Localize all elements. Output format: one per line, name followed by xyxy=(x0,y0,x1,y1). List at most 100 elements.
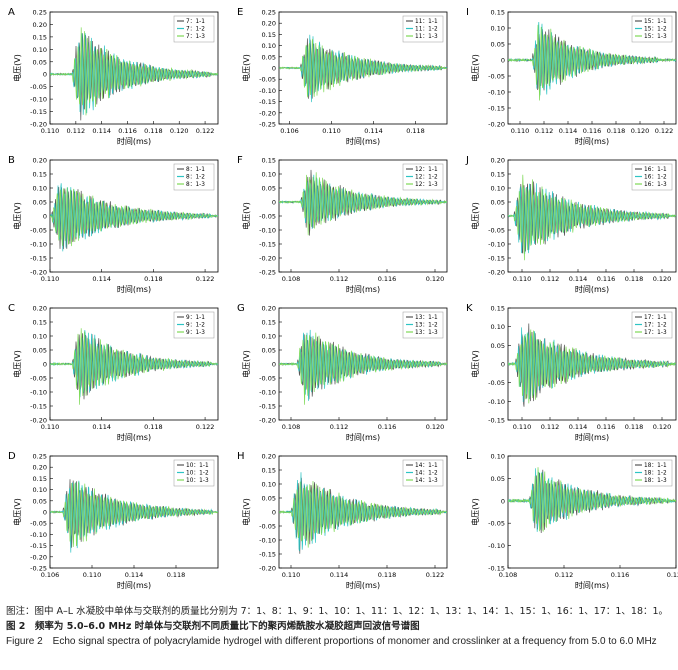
y-tick-label: -0.15 xyxy=(30,542,47,550)
x-tick-label: 0.110 xyxy=(282,571,301,579)
x-tick-label: 0.122 xyxy=(426,571,445,579)
panel-letter: J xyxy=(465,155,469,166)
x-tick-label: 0.116 xyxy=(597,423,616,431)
y-tick-label: 0.10 xyxy=(262,333,276,341)
x-tick-label: 0.116 xyxy=(583,127,602,135)
x-tick-label: 0.110 xyxy=(322,127,341,135)
x-tick-label: 0.108 xyxy=(282,275,301,283)
x-tick-label: 0.110 xyxy=(83,571,102,579)
series-line-3 xyxy=(279,480,447,548)
y-tick-label: 0 xyxy=(43,213,47,221)
legend-entry: 7：1-2 xyxy=(186,27,205,33)
panel-letter: D xyxy=(8,451,16,462)
series-line-3 xyxy=(508,174,676,261)
y-tick-label: 0.15 xyxy=(33,475,47,483)
x-tick-label: 0.116 xyxy=(378,275,397,283)
y-tick-label: 0.15 xyxy=(262,157,276,165)
figure-panels: A -0.20 -0.15 -0.10 -0.05 0 0.05 0.10 0.15 0.20 0.… xyxy=(8,7,678,590)
x-tick-label: 0.118 xyxy=(625,423,644,431)
y-tick-label: -0.15 xyxy=(30,255,47,263)
chart-panel-K: K -0.15 -0.10 -0.05 0 0.05 0.10 0.15 0.110 0.112 0… xyxy=(466,303,677,442)
series-line-2 xyxy=(50,183,218,252)
y-tick-label: -0.10 xyxy=(488,89,505,97)
x-tick-label: 0.122 xyxy=(196,275,215,283)
legend-entry: 8：1-1 xyxy=(186,167,205,173)
legend-entry: 10：1-3 xyxy=(186,478,209,484)
y-tick-label: -0.20 xyxy=(259,417,276,425)
legend-entry: 8：1-3 xyxy=(186,182,205,188)
y-tick-label: -0.10 xyxy=(488,241,505,249)
y-tick-label: 0.20 xyxy=(33,305,47,313)
chart-panel-D: D -0.25 -0.20 -0.15 -0.10 -0.05 0 0.05 0.10 0.15 0… xyxy=(8,451,219,590)
x-tick-label: 0.112 xyxy=(555,571,574,579)
x-tick-label: 0.114 xyxy=(569,275,588,283)
x-tick-label: 0.118 xyxy=(144,275,163,283)
x-tick-label: 0.118 xyxy=(406,127,425,135)
x-tick-label: 0.120 xyxy=(653,275,672,283)
panel-letter: L xyxy=(466,451,472,462)
series-line-3 xyxy=(508,329,676,404)
chart-panel-G: G -0.20 -0.15 -0.10 -0.05 0 0.05 0.10 0.15 0.20 0.… xyxy=(237,303,448,442)
y-tick-label: 0.25 xyxy=(33,453,47,461)
y-tick-label: 0.05 xyxy=(491,41,505,49)
figure-caption-cn: 图 2 频率为 5.0–6.0 MHz 时单体与交联剂不同质量比下的聚丙烯酰胺水… xyxy=(6,621,420,632)
y-tick-label: -0.15 xyxy=(259,241,276,249)
y-tick-label: 0 xyxy=(272,65,276,73)
chart-panel-F: F -0.25 -0.20 -0.15 -0.10 -0.05 0 0.05 0.10 0.15 0… xyxy=(237,155,448,294)
y-tick-label: 0.05 xyxy=(33,58,47,66)
x-tick-label: 0.118 xyxy=(607,127,626,135)
y-tick-label: 0 xyxy=(272,509,276,517)
x-tick-label: 0.120 xyxy=(170,127,189,135)
y-tick-label: 0.20 xyxy=(262,453,276,461)
legend-entry: 17：1-1 xyxy=(644,315,667,321)
x-axis-label: 时间(ms) xyxy=(575,580,609,590)
y-tick-label: 0.05 xyxy=(262,53,276,61)
series-line-2 xyxy=(279,34,447,103)
legend-entry: 7：1-3 xyxy=(186,34,205,40)
legend-entry: 9：1-3 xyxy=(186,330,205,336)
panel-letter: H xyxy=(237,451,245,462)
x-tick-label: 0.120 xyxy=(667,571,678,579)
series-line-3 xyxy=(50,27,218,116)
y-tick-label: -0.05 xyxy=(30,227,47,235)
x-tick-label: 0.114 xyxy=(364,127,383,135)
y-tick-label: 0.20 xyxy=(491,157,505,165)
chart-panel-B: B -0.20 -0.15 -0.10 -0.05 0 0.05 0.10 0.15 0.20 0.… xyxy=(8,155,219,294)
legend-entry: 18：1-2 xyxy=(644,471,667,477)
series-line-2 xyxy=(279,472,447,552)
y-tick-label: 0.15 xyxy=(33,171,47,179)
y-axis-label: 电压(V) xyxy=(470,202,480,230)
x-tick-label: 0.110 xyxy=(513,423,532,431)
x-tick-label: 0.114 xyxy=(330,571,349,579)
y-tick-label: -0.10 xyxy=(30,531,47,539)
x-axis-label: 时间(ms) xyxy=(346,284,380,294)
y-tick-label: 0 xyxy=(501,497,505,505)
y-axis-label: 电压(V) xyxy=(12,54,22,82)
x-axis-label: 时间(ms) xyxy=(117,136,151,146)
y-tick-label: 0.10 xyxy=(491,185,505,193)
y-tick-label: -0.05 xyxy=(488,520,505,528)
legend-entry: 16：1-3 xyxy=(644,182,667,188)
y-tick-label: 0.15 xyxy=(491,9,505,17)
x-tick-label: 0.114 xyxy=(569,423,588,431)
y-tick-label: 0.15 xyxy=(491,305,505,313)
x-tick-label: 0.112 xyxy=(541,423,560,431)
figure-note: 图注：图中 A–L 水凝胶中单体与交联剂的质量比分别为 7：1、8：1、9：1、… xyxy=(6,606,669,617)
legend-entry: 13：1-2 xyxy=(415,323,438,329)
y-tick-label: -0.20 xyxy=(488,269,505,277)
legend-entry: 13：1-3 xyxy=(415,330,438,336)
x-tick-label: 0.116 xyxy=(118,127,137,135)
legend-entry: 15：1-1 xyxy=(644,19,667,25)
legend-entry: 12：1-3 xyxy=(415,182,438,188)
x-tick-label: 0.118 xyxy=(144,423,163,431)
x-tick-label: 0.114 xyxy=(559,127,578,135)
y-tick-label: 0.15 xyxy=(491,171,505,179)
y-tick-label: 0.10 xyxy=(33,185,47,193)
legend-entry: 13：1-1 xyxy=(415,315,438,321)
y-tick-label: 0.05 xyxy=(262,495,276,503)
y-tick-label: 0.10 xyxy=(491,25,505,33)
plot-frame xyxy=(49,11,219,125)
x-tick-label: 0.112 xyxy=(535,127,554,135)
y-tick-label: 0.15 xyxy=(262,31,276,39)
y-tick-label: 0.20 xyxy=(262,20,276,28)
